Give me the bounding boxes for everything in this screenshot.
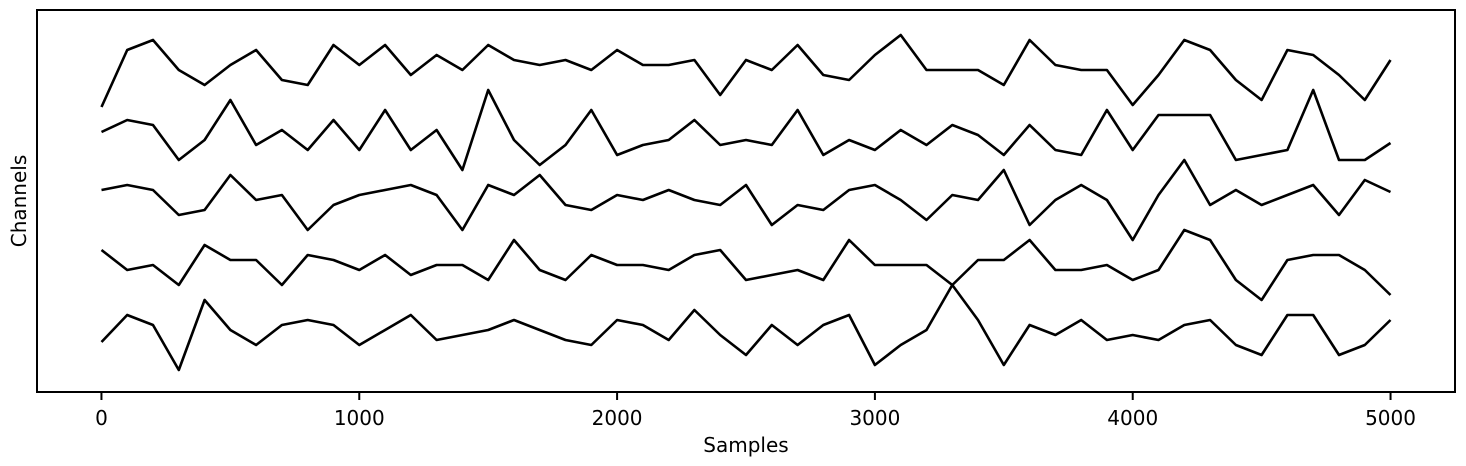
x-tick-label: 2000	[592, 406, 643, 430]
x-tick-label: 4000	[1107, 406, 1158, 430]
channel-line	[100, 228, 1392, 302]
channel-line	[100, 33, 1392, 108]
channel-line	[101, 158, 1392, 242]
channel-line	[100, 283, 1392, 372]
plot-frame	[36, 9, 1456, 393]
x-tick-label: 5000	[1365, 406, 1416, 430]
x-tick-label: 0	[95, 406, 108, 430]
y-axis-label: Channels	[7, 155, 31, 248]
x-axis-label: Samples	[703, 433, 788, 457]
channel-line	[100, 88, 1392, 172]
x-tick-label: 3000	[849, 406, 900, 430]
x-tick-label: 1000	[334, 406, 385, 430]
